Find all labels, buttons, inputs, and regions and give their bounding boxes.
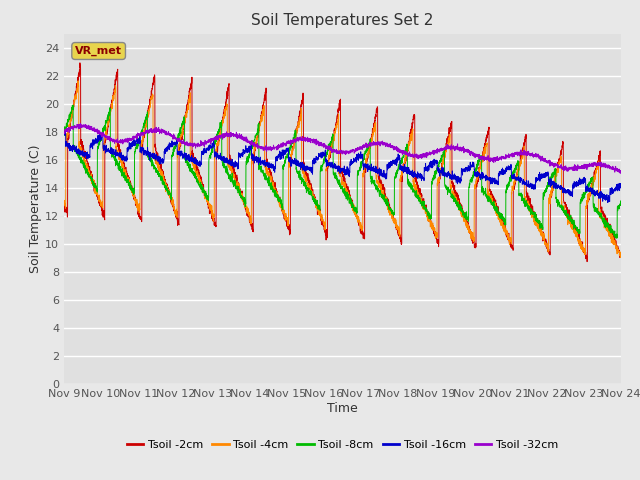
Text: VR_met: VR_met	[75, 46, 122, 56]
X-axis label: Time: Time	[327, 402, 358, 415]
Title: Soil Temperatures Set 2: Soil Temperatures Set 2	[252, 13, 433, 28]
Y-axis label: Soil Temperature (C): Soil Temperature (C)	[29, 144, 42, 273]
Legend: Tsoil -2cm, Tsoil -4cm, Tsoil -8cm, Tsoil -16cm, Tsoil -32cm: Tsoil -2cm, Tsoil -4cm, Tsoil -8cm, Tsoi…	[122, 435, 563, 454]
